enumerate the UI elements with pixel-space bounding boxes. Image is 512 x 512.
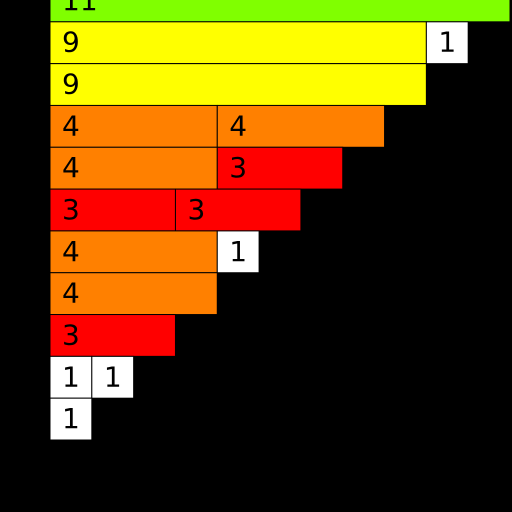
cell-number: 4 xyxy=(62,235,80,268)
cell[interactable] xyxy=(49,355,93,399)
cell-number: 3 xyxy=(62,193,80,226)
cell[interactable] xyxy=(49,397,93,441)
cell-number: 3 xyxy=(187,193,205,226)
cell-number: 11 xyxy=(62,0,98,17)
cell[interactable] xyxy=(49,21,427,65)
cell-number: 4 xyxy=(62,277,80,310)
cell[interactable] xyxy=(425,21,469,65)
cell-number: 1 xyxy=(62,360,80,393)
cell[interactable] xyxy=(216,104,386,148)
cell[interactable] xyxy=(49,63,427,106)
cell-number: 9 xyxy=(62,26,80,59)
cell[interactable] xyxy=(174,188,302,232)
cell-number: 1 xyxy=(438,26,456,59)
cell[interactable] xyxy=(49,104,218,148)
cell-number: 1 xyxy=(62,402,80,435)
cell[interactable] xyxy=(49,0,511,23)
cell-number: 1 xyxy=(229,235,247,268)
cell[interactable] xyxy=(216,230,260,274)
cell[interactable] xyxy=(49,272,218,316)
cell-number: 9 xyxy=(62,68,80,101)
cell-number: 3 xyxy=(62,318,80,351)
cell-number: 3 xyxy=(229,151,247,184)
cell[interactable] xyxy=(49,230,218,274)
cell-number: 4 xyxy=(62,151,80,184)
cell-number: 4 xyxy=(62,109,80,142)
cell-number: 4 xyxy=(229,109,247,142)
cell[interactable] xyxy=(91,355,135,399)
cell-number: 1 xyxy=(104,360,122,393)
